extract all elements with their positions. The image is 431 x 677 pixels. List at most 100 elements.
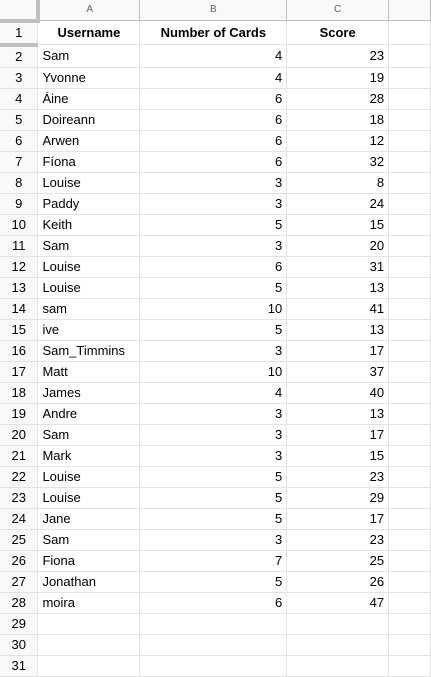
row-header[interactable]: 24 <box>0 508 39 530</box>
empty-cell[interactable] <box>388 44 431 68</box>
score-cell[interactable]: 25 <box>286 550 390 572</box>
username-cell[interactable]: Andre <box>37 403 141 425</box>
row-header[interactable]: 6 <box>0 130 39 152</box>
empty-cell[interactable] <box>388 151 431 173</box>
empty-cell[interactable] <box>388 235 431 257</box>
row-header[interactable]: 8 <box>0 172 39 194</box>
row-header[interactable]: 25 <box>0 529 39 551</box>
empty-cell[interactable] <box>388 130 431 152</box>
number-of-cards-cell[interactable]: 10 <box>139 298 288 320</box>
username-cell[interactable]: Áine <box>37 88 141 110</box>
number-of-cards-cell[interactable]: 3 <box>139 340 288 362</box>
score-cell[interactable]: 40 <box>286 382 390 404</box>
score-cell[interactable]: 23 <box>286 44 390 68</box>
username-cell[interactable]: Louise <box>37 172 141 194</box>
column-header-c[interactable]: C <box>286 0 390 21</box>
username-cell[interactable]: moira <box>37 592 141 614</box>
score-cell[interactable]: 26 <box>286 571 390 593</box>
score-cell[interactable]: 28 <box>286 88 390 110</box>
empty-cell[interactable] <box>388 340 431 362</box>
column-header-a[interactable]: A <box>37 0 141 21</box>
empty-cell[interactable] <box>37 613 141 635</box>
username-cell[interactable]: Keith <box>37 214 141 236</box>
score-cell[interactable]: 29 <box>286 487 390 509</box>
empty-cell[interactable] <box>388 88 431 110</box>
number-of-cards-cell[interactable]: 6 <box>139 592 288 614</box>
empty-cell[interactable] <box>388 634 431 656</box>
username-cell[interactable]: Sam <box>37 235 141 257</box>
row-header[interactable]: 16 <box>0 340 39 362</box>
empty-cell[interactable] <box>388 403 431 425</box>
row-header[interactable]: 14 <box>0 298 39 320</box>
column-header-d[interactable] <box>388 0 431 21</box>
number-of-cards-cell[interactable]: 5 <box>139 319 288 341</box>
username-cell[interactable]: Fiona <box>37 550 141 572</box>
empty-cell[interactable] <box>139 613 288 635</box>
row-header[interactable]: 17 <box>0 361 39 383</box>
number-of-cards-cell[interactable]: 5 <box>139 487 288 509</box>
empty-cell[interactable] <box>388 193 431 215</box>
header-number-of-cards[interactable]: Number of Cards <box>139 20 288 45</box>
username-cell[interactable]: Sam <box>37 529 141 551</box>
row-header[interactable]: 12 <box>0 256 39 278</box>
row-header[interactable]: 5 <box>0 109 39 131</box>
row-header[interactable]: 28 <box>0 592 39 614</box>
empty-cell[interactable] <box>388 214 431 236</box>
number-of-cards-cell[interactable]: 6 <box>139 130 288 152</box>
row-header[interactable]: 1 <box>0 20 39 47</box>
username-cell[interactable]: ive <box>37 319 141 341</box>
empty-cell[interactable] <box>388 109 431 131</box>
username-cell[interactable]: Mark <box>37 445 141 467</box>
row-header[interactable]: 29 <box>0 613 39 635</box>
score-cell[interactable]: 32 <box>286 151 390 173</box>
empty-cell[interactable] <box>388 361 431 383</box>
score-cell[interactable]: 24 <box>286 193 390 215</box>
score-cell[interactable]: 13 <box>286 319 390 341</box>
row-header[interactable]: 13 <box>0 277 39 299</box>
empty-cell[interactable] <box>388 298 431 320</box>
row-header[interactable]: 10 <box>0 214 39 236</box>
username-cell[interactable]: Sam_Timmins <box>37 340 141 362</box>
empty-cell[interactable] <box>286 613 390 635</box>
empty-cell[interactable] <box>139 655 288 677</box>
number-of-cards-cell[interactable]: 6 <box>139 88 288 110</box>
number-of-cards-cell[interactable]: 3 <box>139 424 288 446</box>
score-cell[interactable]: 12 <box>286 130 390 152</box>
header-score[interactable]: Score <box>286 20 390 45</box>
number-of-cards-cell[interactable]: 6 <box>139 256 288 278</box>
username-cell[interactable]: Jonathan <box>37 571 141 593</box>
score-cell[interactable]: 8 <box>286 172 390 194</box>
score-cell[interactable]: 20 <box>286 235 390 257</box>
username-cell[interactable]: Arwen <box>37 130 141 152</box>
number-of-cards-cell[interactable]: 10 <box>139 361 288 383</box>
empty-cell[interactable] <box>388 424 431 446</box>
row-header[interactable]: 27 <box>0 571 39 593</box>
username-cell[interactable]: Louise <box>37 277 141 299</box>
row-header[interactable]: 2 <box>0 44 39 68</box>
number-of-cards-cell[interactable]: 3 <box>139 529 288 551</box>
score-cell[interactable]: 37 <box>286 361 390 383</box>
number-of-cards-cell[interactable]: 6 <box>139 151 288 173</box>
empty-cell[interactable] <box>388 508 431 530</box>
column-header-b[interactable]: B <box>139 0 288 21</box>
empty-cell[interactable] <box>388 256 431 278</box>
empty-cell[interactable] <box>388 445 431 467</box>
row-header[interactable]: 9 <box>0 193 39 215</box>
score-cell[interactable]: 31 <box>286 256 390 278</box>
empty-cell[interactable] <box>388 466 431 488</box>
number-of-cards-cell[interactable]: 3 <box>139 445 288 467</box>
number-of-cards-cell[interactable]: 5 <box>139 214 288 236</box>
row-header[interactable]: 26 <box>0 550 39 572</box>
row-header[interactable]: 18 <box>0 382 39 404</box>
row-header[interactable]: 23 <box>0 487 39 509</box>
score-cell[interactable]: 47 <box>286 592 390 614</box>
row-header[interactable]: 4 <box>0 88 39 110</box>
score-cell[interactable]: 17 <box>286 508 390 530</box>
row-header[interactable]: 31 <box>0 655 39 677</box>
username-cell[interactable]: Louise <box>37 256 141 278</box>
select-all-corner[interactable] <box>0 0 40 23</box>
username-cell[interactable]: Matt <box>37 361 141 383</box>
number-of-cards-cell[interactable]: 4 <box>139 44 288 68</box>
row-header[interactable]: 11 <box>0 235 39 257</box>
number-of-cards-cell[interactable]: 3 <box>139 403 288 425</box>
